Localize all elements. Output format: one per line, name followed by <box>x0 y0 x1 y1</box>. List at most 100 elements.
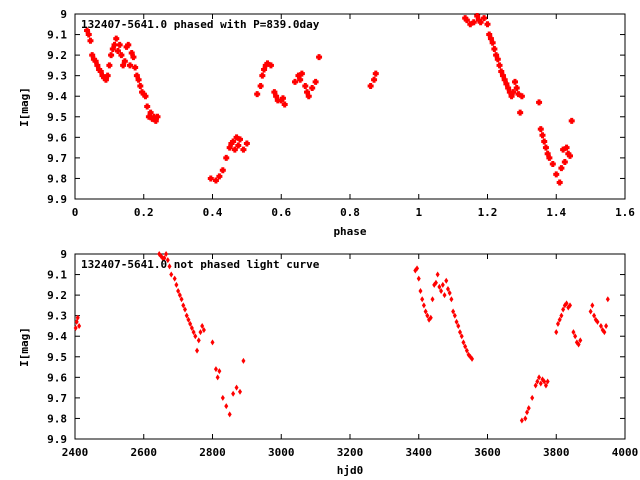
data-point <box>201 327 206 334</box>
chart-title: 132407-5641.0 not phased light curve <box>81 258 320 271</box>
data-point <box>461 339 466 346</box>
data-point <box>147 109 154 116</box>
y-tick-label: 9.4 <box>47 90 67 103</box>
y-tick-label: 9.7 <box>47 152 67 165</box>
y-tick-label: 9 <box>60 248 67 261</box>
data-point <box>470 19 477 26</box>
x-tick-label: 0.2 <box>134 206 154 219</box>
data-point <box>554 329 559 336</box>
y-tick-label: 9.2 <box>47 289 67 302</box>
data-point <box>519 417 524 424</box>
data-point <box>297 76 304 83</box>
data-point <box>142 93 149 100</box>
data-point <box>542 378 547 385</box>
data-point <box>305 93 312 100</box>
data-point <box>169 271 174 278</box>
data-point <box>533 382 538 389</box>
data-point <box>316 54 323 61</box>
data-point <box>602 329 607 336</box>
data-point <box>195 347 200 354</box>
x-tick-label: 3200 <box>337 446 364 459</box>
data-point <box>558 165 565 172</box>
data-point <box>418 288 423 294</box>
data-point <box>415 265 420 272</box>
data-point <box>470 355 475 362</box>
data-point <box>477 19 484 26</box>
data-point <box>447 290 452 297</box>
data-point <box>553 171 560 178</box>
data-point <box>440 281 445 288</box>
data-point <box>573 333 578 340</box>
data-point <box>237 136 243 143</box>
data-point <box>309 85 316 91</box>
data-point <box>135 76 142 83</box>
data-point <box>215 374 220 381</box>
data-point <box>590 302 595 309</box>
data-point <box>243 140 250 147</box>
data-point <box>174 281 179 288</box>
data-point <box>543 382 548 389</box>
data-point <box>541 138 548 145</box>
y-tick-label: 9.1 <box>47 29 67 42</box>
data-point <box>489 39 496 46</box>
data-point <box>454 318 459 325</box>
data-point <box>231 390 236 397</box>
data-point <box>230 138 237 145</box>
data-point <box>568 117 575 124</box>
data-point <box>231 146 238 153</box>
x-tick-label: 3800 <box>543 446 570 459</box>
data-point <box>491 45 498 52</box>
data-point <box>267 62 274 69</box>
data-point <box>116 41 123 48</box>
x-tick-label: 1.2 <box>478 206 498 219</box>
x-tick-label: 0.6 <box>271 206 291 219</box>
data-point <box>510 89 517 96</box>
data-point <box>567 152 573 159</box>
data-point <box>312 78 319 85</box>
data-point <box>523 415 528 422</box>
data-point <box>459 333 464 340</box>
data-point <box>198 329 203 336</box>
chart-title: 132407-5641.0 phased with P=839.0day <box>81 18 320 31</box>
data-point <box>561 306 566 313</box>
data-point <box>555 320 560 327</box>
data-point <box>442 292 447 299</box>
data-point <box>132 64 139 71</box>
data-point <box>189 325 194 331</box>
data-point <box>154 113 161 120</box>
data-point <box>372 70 379 77</box>
data-point <box>425 312 430 319</box>
data-point <box>224 403 229 410</box>
x-tick-label: 1.4 <box>546 206 566 219</box>
data-point <box>111 41 118 48</box>
data-point <box>563 144 570 151</box>
x-tick-label: 2600 <box>131 446 158 459</box>
y-tick-label: 9.4 <box>47 330 67 343</box>
data-point <box>238 388 242 395</box>
data-point <box>167 263 172 270</box>
data-point <box>227 411 232 418</box>
data-point <box>220 394 225 401</box>
data-point <box>87 37 94 44</box>
data-point <box>525 409 530 416</box>
y-tick-label: 9.7 <box>47 392 67 405</box>
data-point <box>281 101 288 108</box>
data-point <box>181 302 186 309</box>
data-point <box>279 95 286 102</box>
data-point <box>302 82 309 89</box>
data-point <box>241 357 246 364</box>
data-point <box>125 41 132 48</box>
data-point <box>428 314 433 321</box>
data-point <box>416 275 421 282</box>
data-point <box>165 257 170 264</box>
data-point <box>176 288 181 294</box>
y-tick-label: 9.5 <box>47 111 67 124</box>
data-point <box>77 322 82 329</box>
data-point <box>130 54 137 61</box>
data-point <box>456 322 461 329</box>
data-point <box>127 62 133 69</box>
data-point <box>549 161 556 168</box>
data-point <box>210 339 215 346</box>
data-point <box>196 337 201 344</box>
data-point <box>463 343 468 350</box>
